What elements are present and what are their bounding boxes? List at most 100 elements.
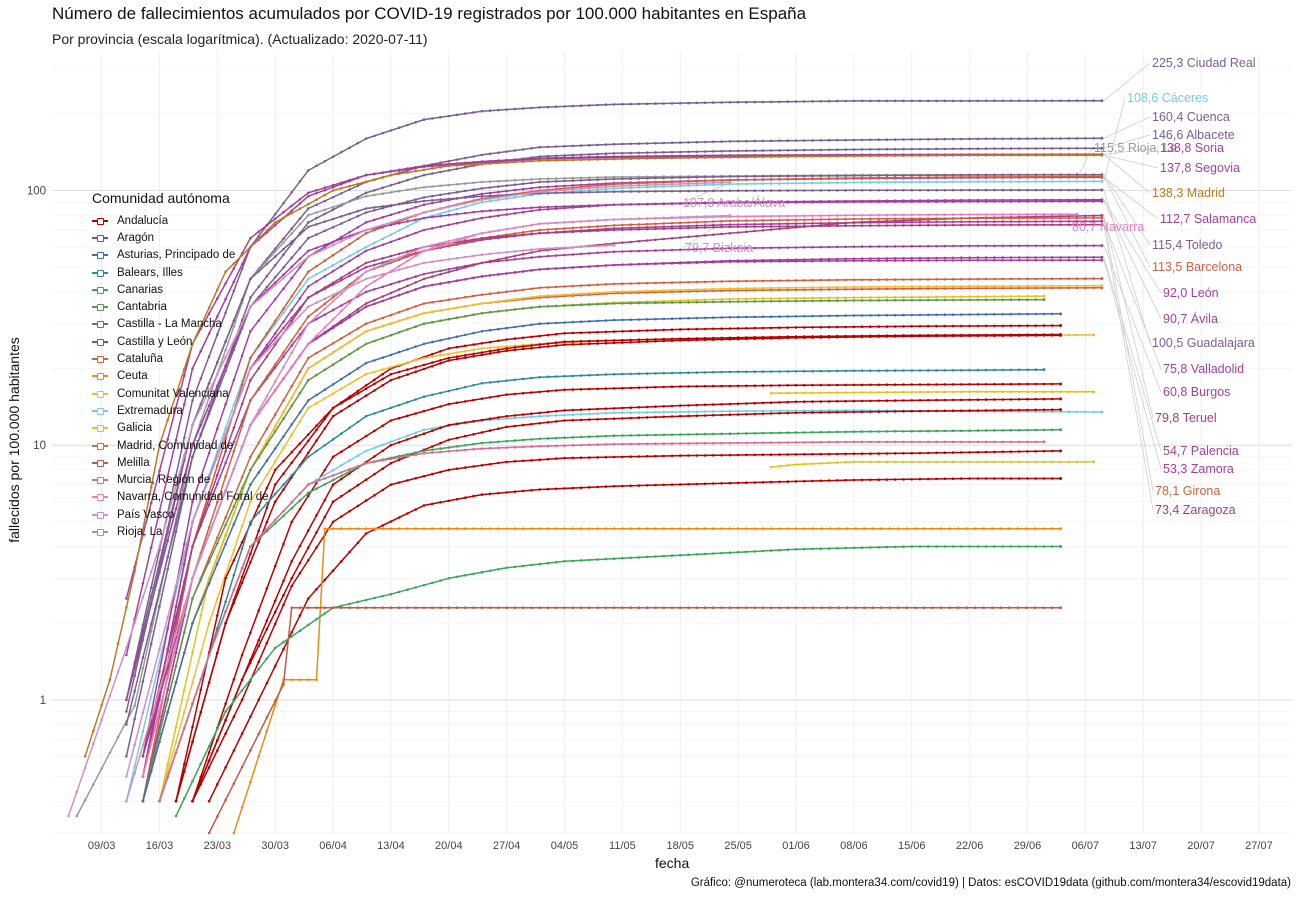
data-point — [745, 149, 748, 153]
data-point — [447, 159, 451, 163]
data-point — [472, 348, 475, 352]
data-point — [191, 740, 194, 744]
data-point — [521, 207, 525, 210]
data-point — [1001, 200, 1004, 203]
data-point — [282, 320, 285, 324]
data-point — [530, 209, 533, 213]
data-point — [232, 505, 236, 508]
data-point — [877, 181, 880, 184]
data-point — [1100, 255, 1104, 259]
data-point — [654, 415, 657, 419]
data-point — [588, 408, 591, 411]
data-point — [621, 190, 624, 193]
data-point — [720, 140, 723, 143]
data-point — [728, 219, 732, 223]
data-point — [910, 334, 913, 337]
data-point — [364, 277, 368, 281]
data-point — [174, 664, 178, 668]
data-point — [224, 577, 227, 580]
data-point — [323, 397, 327, 400]
data-point — [381, 186, 385, 189]
data-point — [753, 225, 756, 228]
data-point — [745, 336, 748, 339]
data-point — [331, 363, 335, 366]
data-point — [753, 201, 756, 204]
data-point — [769, 228, 773, 231]
data-point — [364, 499, 368, 502]
data-point — [340, 346, 343, 349]
data-point — [298, 492, 302, 495]
data-point — [571, 284, 575, 288]
data-point — [331, 185, 335, 189]
data-point — [555, 344, 558, 347]
data-point — [736, 409, 740, 413]
data-point — [555, 436, 558, 440]
data-point — [480, 353, 484, 357]
data-point — [976, 450, 980, 454]
data-point — [472, 181, 475, 185]
data-point — [720, 260, 723, 264]
data-point — [538, 343, 541, 346]
data-point — [621, 290, 624, 293]
data-point — [629, 290, 632, 293]
data-point — [877, 287, 880, 291]
data-point — [273, 332, 277, 335]
data-point — [827, 200, 831, 204]
data-point — [1009, 312, 1013, 316]
data-point — [819, 218, 823, 221]
data-point — [1059, 213, 1062, 216]
data-point — [761, 409, 765, 413]
data-point — [778, 297, 781, 300]
data-point — [381, 368, 385, 371]
data-point — [397, 126, 401, 129]
data-point — [505, 258, 509, 262]
data-point — [422, 409, 426, 413]
data-point — [381, 324, 385, 328]
data-point — [836, 410, 839, 414]
data-point — [364, 265, 368, 269]
data-point — [852, 138, 856, 142]
data-point — [877, 154, 880, 158]
series-31 — [174, 324, 1063, 803]
data-point — [125, 646, 128, 650]
data-point — [464, 189, 467, 193]
data-point — [563, 154, 566, 157]
data-point — [927, 334, 930, 337]
data-point — [1026, 175, 1029, 179]
data-point — [364, 249, 368, 253]
data-point — [414, 359, 418, 362]
data-point — [257, 344, 261, 348]
data-point — [852, 452, 856, 456]
data-point — [745, 215, 748, 218]
data-point — [827, 288, 831, 291]
data-point — [323, 186, 327, 189]
data-point — [480, 275, 484, 278]
data-point — [422, 211, 426, 214]
data-point — [249, 245, 252, 249]
data-point — [290, 577, 294, 580]
data-point — [637, 301, 641, 305]
data-point — [645, 289, 649, 293]
data-point — [356, 226, 360, 229]
data-point — [621, 175, 624, 179]
data-point — [455, 297, 459, 300]
data-point — [141, 711, 145, 715]
series-30 — [141, 312, 1063, 803]
data-point — [670, 454, 674, 458]
data-point — [745, 453, 748, 457]
data-point — [728, 300, 732, 304]
data-point — [480, 200, 484, 204]
data-point — [431, 355, 434, 358]
data-point — [348, 184, 351, 188]
data-point — [827, 400, 831, 403]
data-point — [637, 217, 641, 220]
data-point — [968, 383, 971, 386]
data-point — [563, 374, 566, 378]
data-point — [307, 399, 310, 402]
data-point — [910, 138, 913, 141]
data-point — [852, 296, 856, 299]
data-point — [769, 260, 773, 263]
data-point — [728, 384, 732, 388]
data-point — [431, 185, 434, 188]
data-point — [298, 288, 302, 292]
